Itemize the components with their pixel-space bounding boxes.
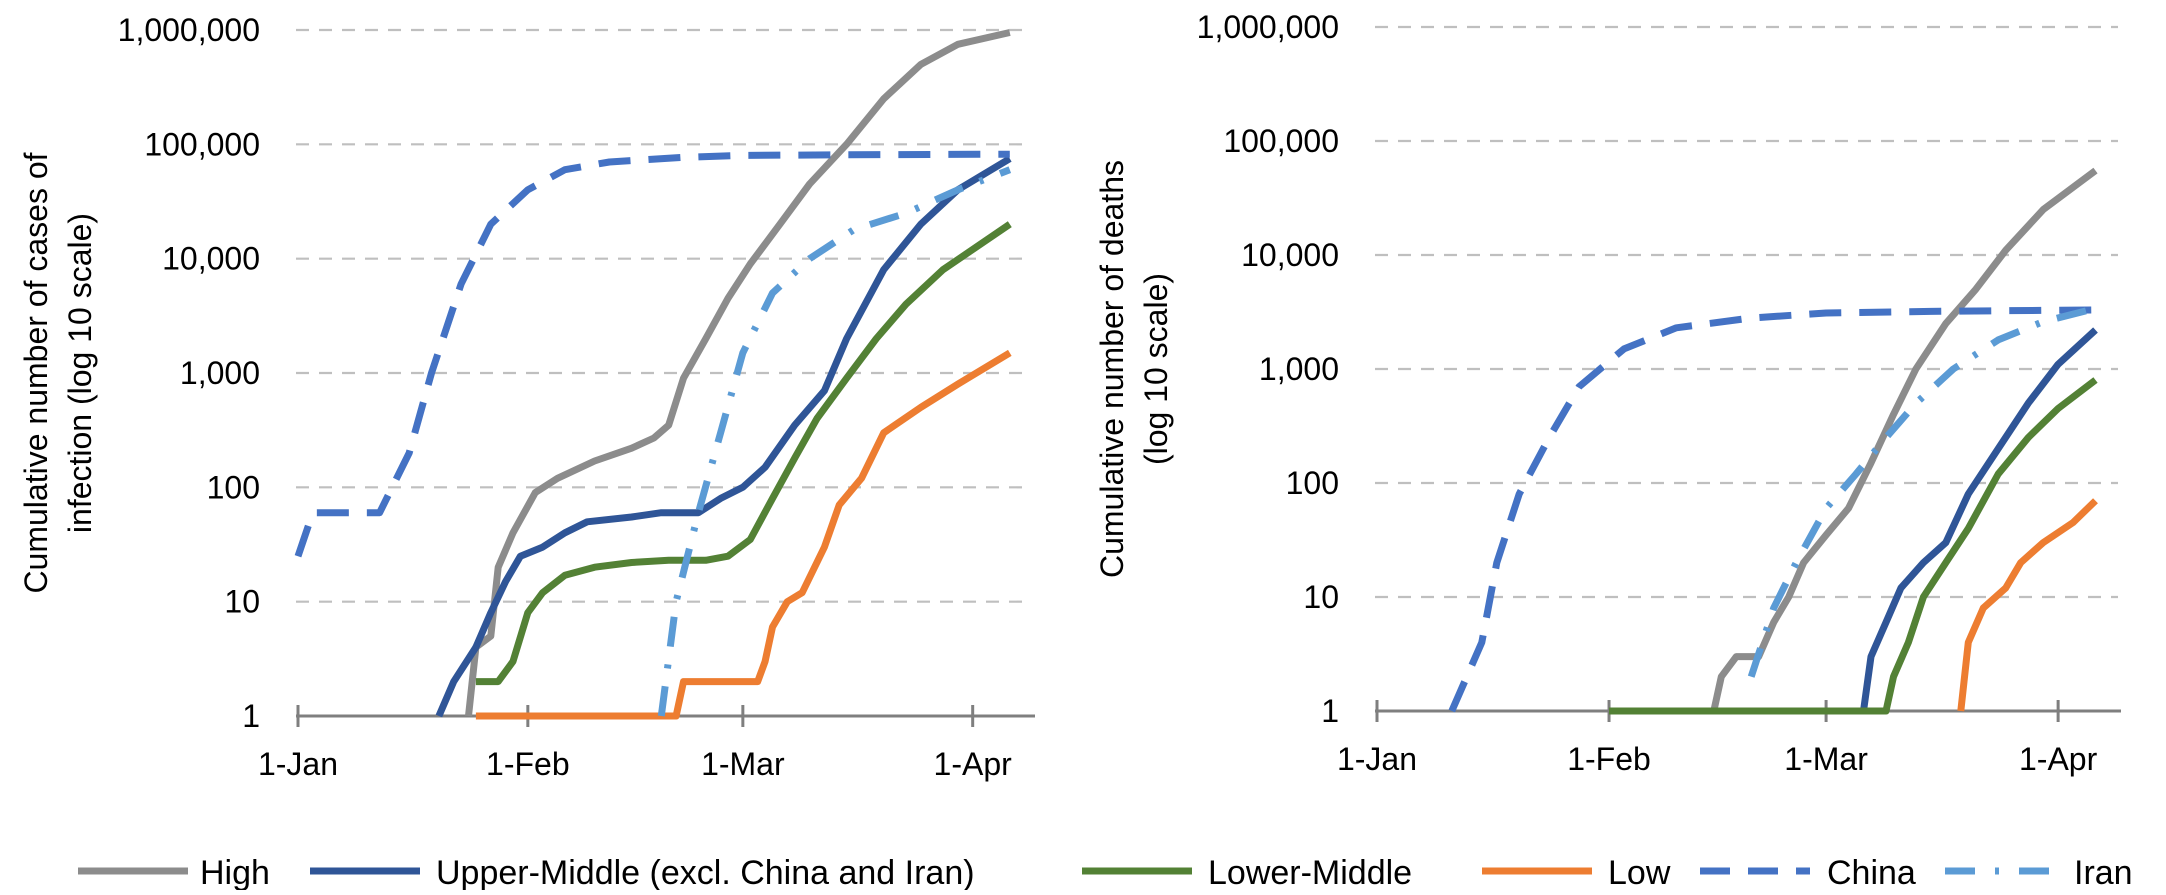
y-axis-label: Cumulative number of cases of — [18, 152, 54, 593]
y-tick-label: 100 — [207, 469, 260, 505]
x-tick-label: 1-Feb — [1567, 741, 1651, 777]
legend-label-china: China — [1827, 854, 1916, 890]
y-tick-label: 100,000 — [1223, 123, 1339, 159]
chart-legend: High Upper-Middle (excl. China and Iran) L… — [78, 854, 2133, 892]
series-line-china — [294, 150, 1010, 558]
y-axis-label: Cumulative number of deaths — [1094, 160, 1130, 578]
x-tick-label: 1-Mar — [701, 746, 785, 782]
legend-label-upper-middle-excl-china-and-iran: Upper-Middle (excl. China and Iran) — [436, 854, 975, 890]
x-tick-label: 1-Mar — [1784, 741, 1868, 777]
x-tick-label: 1-Apr — [934, 746, 1013, 782]
legend-label-lower-middle: Lower-Middle — [1208, 854, 1412, 890]
series-line-low — [475, 349, 1012, 720]
legend-label-iran: Iran — [2074, 854, 2133, 890]
series-line-lower-middle — [475, 221, 1012, 686]
y-tick-label: 1,000 — [1259, 351, 1339, 387]
series-line-low — [1957, 498, 2098, 712]
series-line-lower-middle — [1609, 377, 2098, 715]
series-line-upper-middle-excl-china-and-iran — [435, 155, 1012, 718]
y-tick-label: 10,000 — [1241, 237, 1339, 273]
x-tick-label: 1-Apr — [2019, 741, 2098, 777]
series-line-iran — [657, 166, 1012, 717]
cases-chart-panel: 1 10 100 1,000 10,000 100,000 1,000,000 1-Jan 1-… — [18, 12, 1035, 782]
series-line-iran — [1747, 305, 2097, 678]
y-tick-label: 100,000 — [144, 126, 260, 162]
series-line-high — [465, 29, 1011, 717]
x-tick-label: 1-Feb — [486, 746, 570, 782]
y-tick-label: 1,000,000 — [1197, 9, 1339, 45]
series-line-upper-middle-excl-china-and-iran — [1860, 327, 2098, 712]
legend-label-high: High — [200, 854, 270, 890]
y-tick-label: 10 — [1303, 579, 1339, 615]
x-tick-label: 1-Jan — [258, 746, 338, 782]
x-tick-label: 1-Jan — [1337, 741, 1417, 777]
series-line-china — [1448, 306, 2096, 713]
y-tick-label: 10,000 — [162, 241, 260, 277]
y-tick-label: 1,000 — [180, 355, 260, 391]
deaths-chart-panel: 1 10 100 1,000 10,000 100,000 1,000,000 1-Jan 1-… — [1094, 9, 2121, 777]
y-axis-label: (log 10 scale) — [1138, 273, 1174, 465]
y-tick-label: 1 — [1321, 693, 1339, 729]
series-line-high — [1710, 167, 2098, 712]
y-tick-label: 1 — [242, 698, 260, 734]
legend-label-low: Low — [1608, 854, 1671, 890]
y-tick-label: 100 — [1286, 465, 1339, 501]
y-axis-label: infection (log 10 scale) — [62, 213, 98, 533]
y-tick-label: 1,000,000 — [118, 12, 260, 48]
y-tick-label: 10 — [224, 584, 260, 620]
